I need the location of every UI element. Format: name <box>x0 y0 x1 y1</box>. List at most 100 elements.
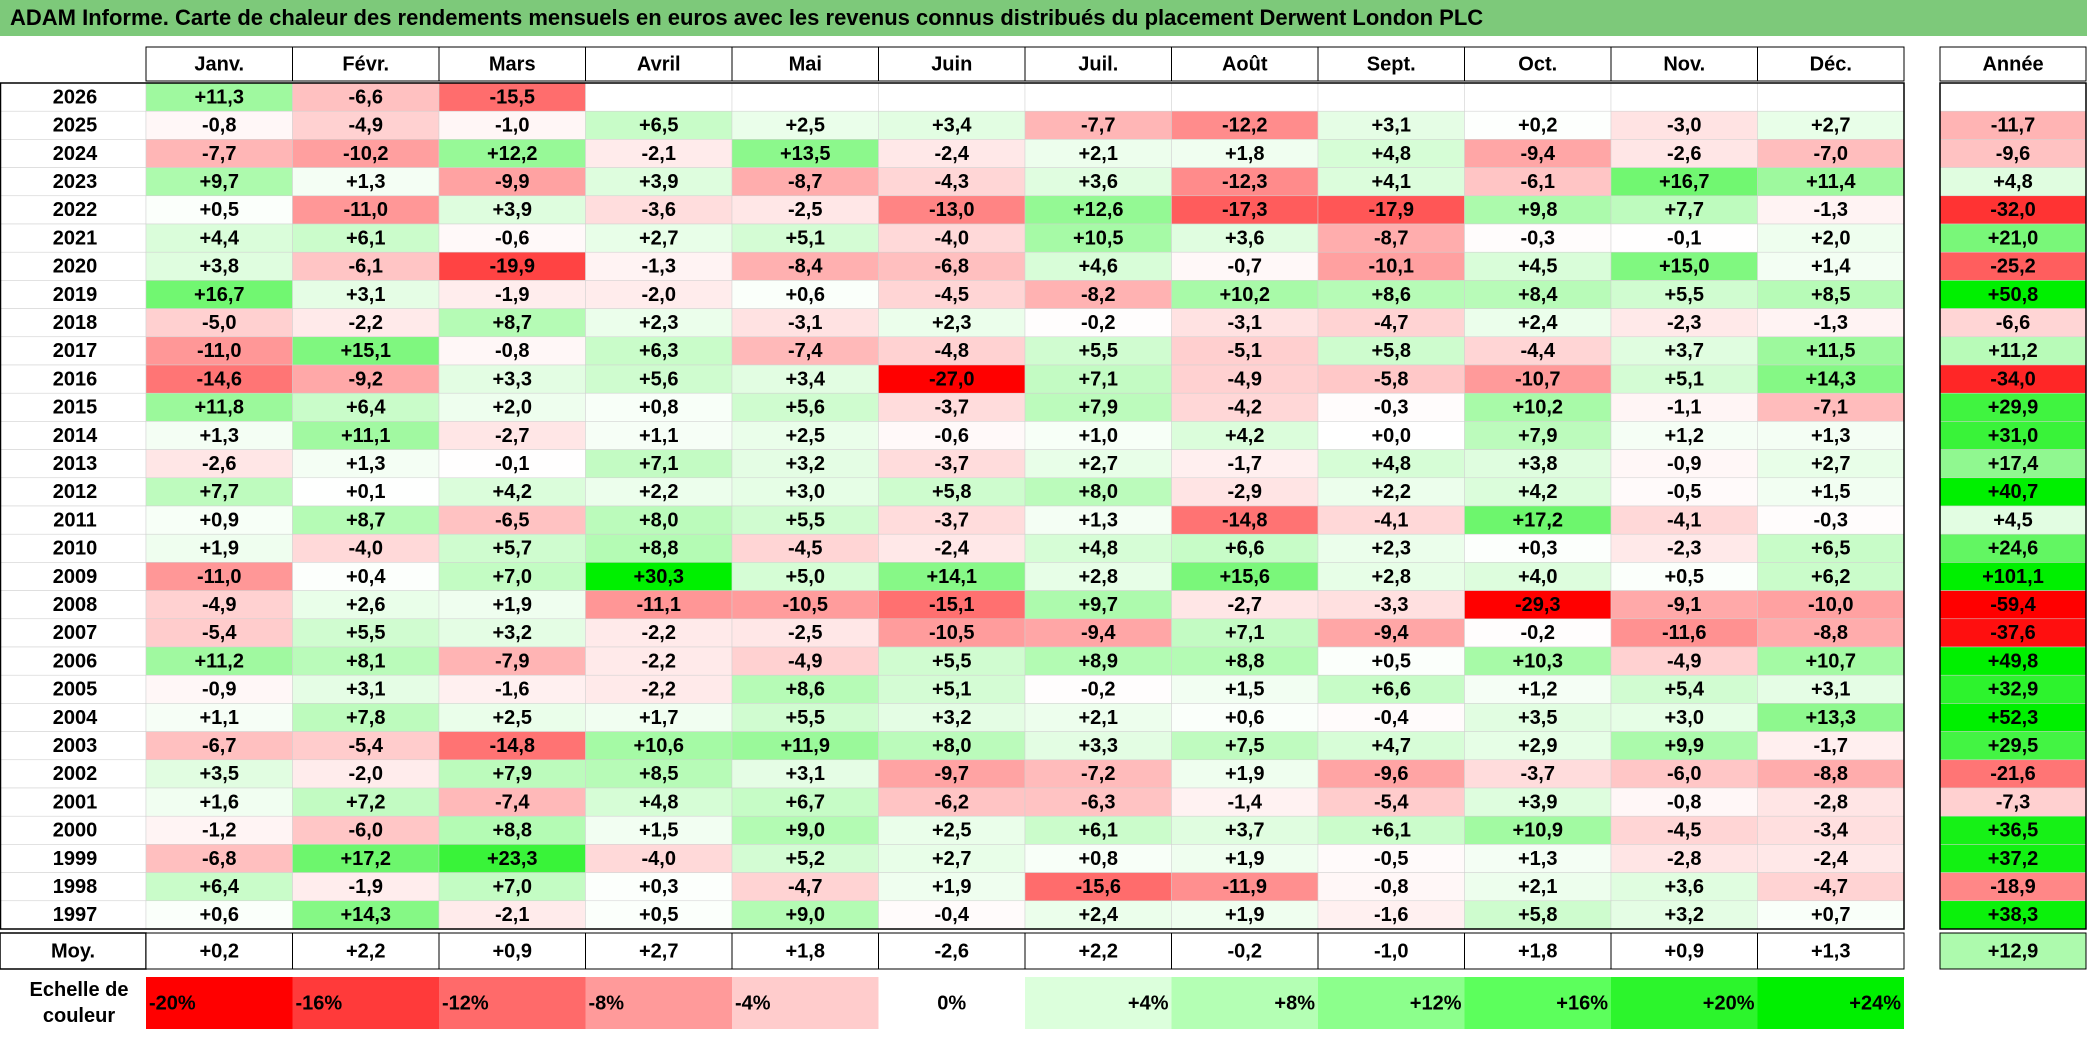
year-label: 2010 <box>53 538 98 560</box>
cell-value: -17,3 <box>1222 199 1268 221</box>
average-value: +0,9 <box>1665 940 1704 962</box>
cell-value: +8,0 <box>1079 481 1118 503</box>
cell-value: -0,9 <box>1667 453 1701 475</box>
cell-value: -1,1 <box>1667 397 1701 419</box>
heatmap-cell <box>292 590 440 620</box>
heatmap-cell <box>1610 703 1758 732</box>
average-label: Moy. <box>51 940 95 962</box>
heatmap-cell <box>878 364 1026 394</box>
scale-label: Echelle de couleur <box>30 979 129 1027</box>
cell-value: -3,7 <box>935 397 969 419</box>
year-cell <box>0 392 147 422</box>
heatmap-cell <box>1757 421 1905 450</box>
year-label: 2003 <box>53 735 98 757</box>
average-value: -1,0 <box>1374 940 1408 962</box>
heatmap-cell <box>731 82 879 112</box>
cell-value: -0,6 <box>495 227 529 249</box>
heatmap-cell <box>1610 251 1758 281</box>
cell-value: +7,0 <box>493 566 532 588</box>
heatmap-cell <box>731 364 879 394</box>
heatmap-cell <box>1317 533 1465 563</box>
cell-value: +1,1 <box>639 425 678 447</box>
heatmap-cell <box>292 787 440 817</box>
cell-value: +11,3 <box>194 86 244 108</box>
cell-value: +9,0 <box>786 820 825 842</box>
heatmap-cell <box>1317 815 1465 845</box>
cell-value: -0,8 <box>1374 876 1408 898</box>
heatmap-cell <box>878 139 1026 168</box>
cell-value: -9,4 <box>1374 622 1409 644</box>
scale-swatch <box>292 977 439 1029</box>
cell-value: -12,3 <box>1222 171 1268 193</box>
cell-value: -2,3 <box>1667 538 1701 560</box>
cell-value: -3,1 <box>1228 312 1262 334</box>
cell-value: -8,8 <box>1814 763 1848 785</box>
heatmap-cell <box>1024 815 1172 845</box>
heatmap-cell <box>731 703 879 732</box>
heatmap-cell <box>1610 590 1758 620</box>
cell-value: -14,8 <box>489 735 535 757</box>
cell-value: +11,1 <box>341 425 391 447</box>
heatmap-cell <box>145 223 293 253</box>
column-header-label: Août <box>1222 53 1268 75</box>
heatmap-cell <box>1317 280 1465 309</box>
year-label: 2008 <box>53 594 98 616</box>
heatmap-cell <box>1610 308 1758 338</box>
heatmap-cell <box>585 364 733 394</box>
scale-value: 0% <box>937 992 966 1014</box>
heatmap-cell <box>1317 223 1465 253</box>
cell-value: +3,1 <box>786 763 825 785</box>
average-value: +2,2 <box>1079 940 1118 962</box>
cell-value: +2,4 <box>1079 904 1119 926</box>
heatmap-cell <box>145 308 293 338</box>
heatmap-cell <box>1317 590 1465 620</box>
cell-value: -2,4 <box>935 143 970 165</box>
heatmap-cell <box>1171 872 1319 902</box>
cell-value: -4,8 <box>935 340 969 362</box>
annual-cell <box>1939 787 2087 817</box>
cell-value: +3,5 <box>1518 707 1557 729</box>
cell-value: -8,8 <box>1814 622 1848 644</box>
year-label: 2000 <box>53 820 98 842</box>
heatmap-cell <box>1610 280 1758 309</box>
cell-value: +8,0 <box>932 735 971 757</box>
heatmap-cell <box>1464 477 1612 507</box>
cell-value: +2,7 <box>932 848 971 870</box>
heatmap-cell <box>1317 674 1465 704</box>
heatmap-cell <box>878 251 1026 281</box>
heatmap-cell <box>1464 167 1612 197</box>
heatmap-cell <box>1757 82 1905 112</box>
heatmap-cell <box>1464 731 1612 761</box>
heatmap-cell <box>145 674 293 704</box>
cell-value: -1,9 <box>495 284 529 306</box>
heatmap-cell <box>292 703 440 732</box>
cell-value: +4,4 <box>200 227 240 249</box>
scale-value: +4% <box>1128 992 1169 1014</box>
cell-value: +8,8 <box>639 538 678 560</box>
heatmap-cell <box>878 815 1026 845</box>
heatmap-cell <box>731 731 879 761</box>
cell-value: +1,9 <box>1225 904 1264 926</box>
heatmap-cell <box>878 590 1026 620</box>
cell-value: -13,0 <box>929 199 975 221</box>
annual-cell <box>1939 759 2087 789</box>
average-cell <box>1464 932 1612 970</box>
column-header-cell <box>1464 46 1612 82</box>
cell-value: -27,0 <box>929 368 975 390</box>
heatmap-cell <box>1317 477 1465 507</box>
year-label: 2022 <box>53 199 98 221</box>
annual-value: +29,9 <box>1988 397 2039 419</box>
heatmap-cell <box>1610 110 1758 140</box>
scale-swatch <box>1611 977 1758 1029</box>
cell-value: +2,3 <box>932 312 971 334</box>
cell-value: +3,0 <box>1665 707 1704 729</box>
heatmap-cell <box>731 505 879 535</box>
cell-value: +15,0 <box>1659 256 1710 278</box>
cell-value: +5,8 <box>1372 340 1411 362</box>
cell-value: +1,9 <box>1225 763 1264 785</box>
average-value: +1,8 <box>786 940 825 962</box>
cell-value: -5,1 <box>1228 340 1262 362</box>
year-label: 2023 <box>53 171 98 193</box>
cell-value: +0,8 <box>1079 848 1118 870</box>
cell-value: -1,7 <box>1228 453 1262 475</box>
